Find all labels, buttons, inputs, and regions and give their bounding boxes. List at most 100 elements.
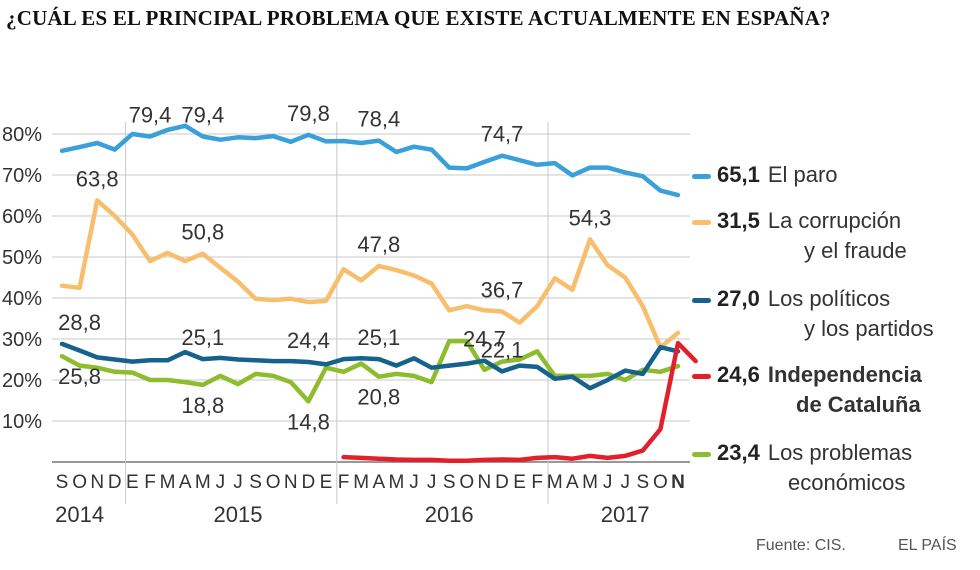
- x-tick-label: E: [126, 472, 139, 493]
- series-line-politicos: [59, 341, 681, 391]
- x-tick-label: J: [409, 472, 419, 493]
- y-tick-label: 50%: [2, 247, 42, 269]
- data-label: 47,8: [357, 232, 400, 257]
- chart-title: ¿CUÁL ES EL PRINCIPAL PROBLEMA QUE EXIST…: [6, 6, 831, 30]
- x-tick-label: S: [443, 472, 456, 493]
- legend-label-independencia: Independencia: [767, 362, 922, 387]
- legend-value-corrupcion: 31,5: [717, 208, 760, 233]
- data-label: 74,7: [481, 122, 524, 147]
- legend-label-independencia-2: de Cataluña: [796, 392, 921, 417]
- series-line-independencia: [341, 340, 698, 464]
- grid-lines: [52, 121, 690, 504]
- x-tick-label: J: [603, 472, 613, 493]
- x-tick-label: M: [195, 472, 211, 493]
- x-tick-label: E: [320, 472, 333, 493]
- x-axis: S O N D E F M A M J J S O N D E F M A M J J S O N D E F M A M J J S O N2014…: [55, 472, 685, 527]
- y-axis-ticks: 10% 20% 30% 40% 50% 60% 70% 80%: [2, 124, 42, 433]
- data-label: 36,7: [481, 278, 524, 303]
- legend-politicos: 27,0 Los políticos y los partidos: [692, 284, 934, 344]
- year-label: 2014: [55, 502, 104, 527]
- x-tick-label: M: [160, 472, 176, 493]
- data-label: 24,7: [463, 327, 506, 352]
- year-label: 2015: [214, 502, 263, 527]
- legend-independencia: 24,6 Independencia de Cataluña: [692, 360, 922, 420]
- x-tick-label: F: [144, 472, 156, 493]
- data-label: 14,8: [287, 409, 330, 434]
- x-tick-label: J: [427, 472, 437, 493]
- source-note: Fuente: CIS.: [756, 537, 846, 554]
- x-tick-label: D: [302, 472, 316, 493]
- y-tick-label: 60%: [2, 206, 42, 228]
- x-tick-label: M: [582, 472, 598, 493]
- x-tick-label: E: [513, 472, 526, 493]
- data-label: 28,8: [58, 310, 101, 335]
- data-label: 25,1: [181, 325, 224, 350]
- legend-label-economicos-2: económicos: [788, 470, 906, 495]
- x-tick-label: M: [388, 472, 404, 493]
- legend-swatch-economicos: [692, 451, 711, 457]
- y-tick-label: 10%: [2, 411, 42, 433]
- legend-value-politicos: 27,0: [717, 286, 760, 311]
- x-tick-label: M: [547, 472, 563, 493]
- x-tick-label: S: [249, 472, 262, 493]
- y-tick-label: 80%: [2, 124, 42, 146]
- legend-swatch-politicos: [692, 297, 711, 303]
- data-label: 25,8: [58, 364, 101, 389]
- data-label: 54,3: [569, 205, 612, 230]
- legend-label-economicos: Los problemas: [767, 440, 913, 465]
- x-tick-label: O: [72, 472, 87, 493]
- data-label: 63,8: [76, 166, 119, 191]
- x-tick-label: S: [56, 472, 69, 493]
- legend-label-paro: El paro: [767, 162, 838, 187]
- legend-value-independencia: 24,6: [717, 362, 760, 387]
- x-tick-label: N: [284, 472, 298, 493]
- legend-label-corrupcion: La corrupción: [767, 208, 902, 233]
- x-tick-label: J: [216, 472, 226, 493]
- legend-value-economicos: 23,4: [717, 440, 760, 465]
- data-label: 22,1: [481, 337, 524, 362]
- year-label: 2016: [425, 502, 474, 527]
- x-tick-label: J: [620, 472, 630, 493]
- series-line-corrupcion: [59, 198, 681, 350]
- x-tick-label: O: [266, 472, 281, 493]
- x-tick-label: N: [671, 472, 685, 493]
- data-label: 20,8: [357, 385, 400, 410]
- x-tick-label: N: [478, 472, 492, 493]
- data-label: 18,8: [181, 393, 224, 418]
- data-label: 50,8: [181, 220, 224, 245]
- data-label: 78,4: [357, 107, 400, 132]
- series-lines: [59, 123, 698, 464]
- y-tick-label: 30%: [2, 329, 42, 351]
- x-tick-label: F: [338, 472, 350, 493]
- series-line-economicos: [59, 338, 681, 404]
- x-tick-label: F: [531, 472, 543, 493]
- data-label: 25,1: [357, 325, 400, 350]
- x-tick-label: J: [233, 472, 243, 493]
- x-tick-label: A: [179, 472, 192, 493]
- legend-swatch-corrupcion: [692, 219, 711, 225]
- legend-label-politicos: Los políticos: [767, 286, 891, 311]
- series-line-paro: [59, 123, 681, 198]
- year-label: 2017: [601, 502, 650, 527]
- legend-corrupcion: 31,5 La corrupción y el fraude: [692, 206, 907, 266]
- x-tick-label: N: [90, 472, 104, 493]
- data-label: 79,8: [287, 101, 330, 126]
- x-tick-label: O: [653, 472, 668, 493]
- brand-credit: EL PAÍS: [898, 537, 957, 554]
- x-tick-label: A: [566, 472, 579, 493]
- legend-label-politicos-2: y los partidos: [804, 316, 934, 341]
- legend-economicos: 23,4 Los problemas económicos: [692, 438, 912, 498]
- legend-swatch-paro: [692, 173, 711, 179]
- x-tick-label: O: [459, 472, 474, 493]
- y-tick-label: 20%: [2, 370, 42, 392]
- y-tick-label: 40%: [2, 288, 42, 310]
- data-label: 24,4: [287, 328, 330, 353]
- data-label: 79,4: [181, 102, 224, 127]
- x-tick-label: D: [108, 472, 122, 493]
- y-tick-label: 70%: [2, 165, 42, 187]
- x-tick-label: M: [353, 472, 369, 493]
- x-tick-label: D: [495, 472, 509, 493]
- legend-value-paro: 65,1: [717, 162, 760, 187]
- legend-swatch-independencia: [692, 373, 711, 379]
